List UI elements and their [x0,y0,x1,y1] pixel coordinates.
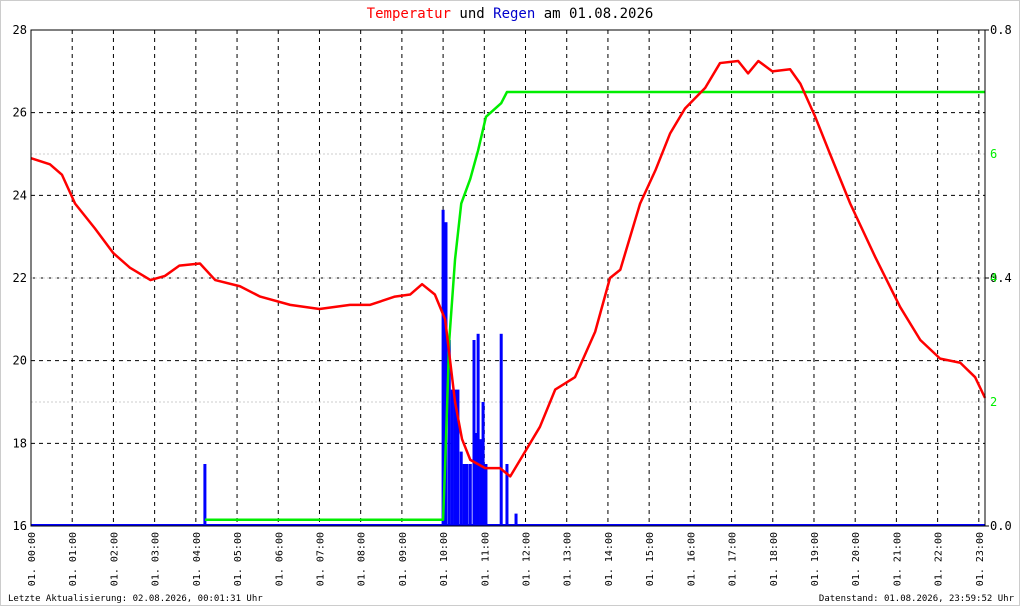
chart-title: Temperatur und Regen am 01.08.2026 [367,6,654,22]
y-tick-label: 26 [13,106,27,120]
grid [30,29,985,527]
x-tick-label: 01. 17:00 [728,532,739,586]
x-tick-label: 01. 14:00 [604,532,615,586]
x-tick-label: 01. 01:00 [68,532,79,586]
title-rain: Regen [493,6,535,22]
title-connector: und [459,6,484,22]
series-line [204,90,985,522]
y3-tick-label: 4 [990,271,997,285]
rain-bar [459,451,463,526]
y3-tick-label: 2 [990,395,997,409]
x-tick-label: 01. 18:00 [769,532,780,586]
rain-bar [472,340,476,526]
series-line [30,59,987,478]
rain-bar [450,389,454,526]
rain-bar [468,464,472,526]
y-tick-label: 24 [13,188,27,202]
x-tick-label: 01. 06:00 [274,532,285,586]
x-tick-label: 01. 21:00 [892,532,903,586]
footer-left: Letzte Aktualisierung: 02.08.2026, 00:01… [8,594,263,604]
rain-bar [456,389,460,526]
y-tick-label: 18 [13,436,27,450]
rain-bar [479,439,483,526]
footer-right: Datenstand: 01.08.2026, 23:59:52 Uhr [819,594,1015,604]
rain-bar [444,222,448,526]
y-tick-label: 16 [13,519,27,533]
y2-tick-label: 0.0 [990,519,1012,533]
x-tick-label: 01. 03:00 [151,532,162,586]
x-tick-label: 01. 23:00 [975,532,986,586]
x-tick-label: 01. 00:00 [27,532,38,586]
rain-bar [505,464,509,526]
rain-bar [447,340,451,526]
rain-bar [481,402,485,526]
x-tick-label: 01. 15:00 [645,532,656,586]
x-tick-label: 01. 12:00 [522,532,533,586]
x-tick-label: 01. 02:00 [109,532,120,586]
x-tick-label: 01. 19:00 [810,532,821,586]
rain-bar [465,464,469,526]
rain-bar [476,333,480,526]
rain-bar [203,464,207,526]
rain-bar [462,464,466,526]
x-tick-label: 01. 11:00 [480,532,491,586]
rain-bar [441,209,445,527]
x-tick-label: 01. 13:00 [563,532,574,586]
marks [30,59,987,527]
y-tick-label: 28 [13,23,27,37]
rain-bar [484,464,488,526]
x-tick-label: 01. 10:00 [439,532,450,586]
rain-bar [499,333,503,526]
x-tick-label: 01. 04:00 [192,532,203,586]
y3-tick-label: 6 [990,147,997,161]
title-temp: Temperatur [367,6,451,22]
y-tick-label: 22 [13,271,27,285]
x-tick-label: 01. 22:00 [934,532,945,586]
rain-bar [514,513,518,526]
title-suffix: am 01.08.2026 [544,6,654,22]
x-tick-label: 01. 20:00 [851,532,862,586]
rain-bar [474,433,478,526]
y-tick-label: 20 [13,354,27,368]
x-tick-label: 01. 08:00 [357,532,368,586]
x-tick-label: 01. 09:00 [398,532,409,586]
x-tick-label: 01. 16:00 [686,532,697,586]
x-tick-label: 01. 05:00 [233,532,244,586]
y2-tick-label: 0.8 [990,23,1012,37]
rain-bar [453,389,457,526]
x-tick-label: 01. 07:00 [315,532,326,586]
y2-tick-label: 0.4 [990,271,1012,285]
